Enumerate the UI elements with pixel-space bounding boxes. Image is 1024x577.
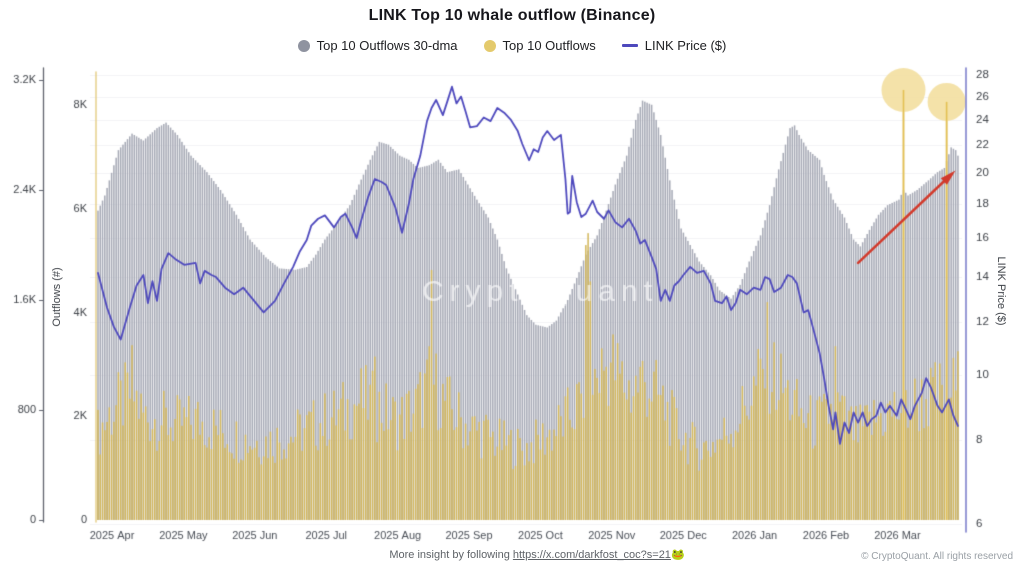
gray-dot-icon (297, 39, 310, 52)
legend-item-outflows[interactable]: Top 10 Outflows (483, 38, 596, 53)
legend-label: Top 10 Outflows 30-dma (316, 38, 458, 53)
footer-insight-text: More insight by following https://x.com/… (389, 548, 684, 561)
legend-label: LINK Price ($) (644, 38, 727, 53)
y-axis-title-price: LINK Price ($) (995, 256, 1007, 326)
yellow-dot-icon (483, 39, 496, 52)
y-axis-title-outflows: Outflows (#) (51, 267, 63, 327)
page-title: LINK Top 10 whale outflow (Binance) (368, 7, 656, 24)
insight-link[interactable]: https://x.com/darkfost_coc?s=21 (512, 549, 671, 561)
line-marker-icon (621, 44, 638, 47)
copyright-text: © CryptoQuant. All rights reserved (861, 551, 1013, 562)
frog-emoji: 🐸 (670, 549, 685, 561)
legend-item-link-price[interactable]: LINK Price ($) (621, 38, 727, 53)
legend-item-outflows-30dma[interactable]: Top 10 Outflows 30-dma (297, 38, 458, 53)
chart-legend: Top 10 Outflows 30-dma Top 10 Outflows L… (0, 38, 1024, 53)
legend-label: Top 10 Outflows (502, 38, 596, 53)
insight-prefix: More insight by following (389, 549, 513, 561)
